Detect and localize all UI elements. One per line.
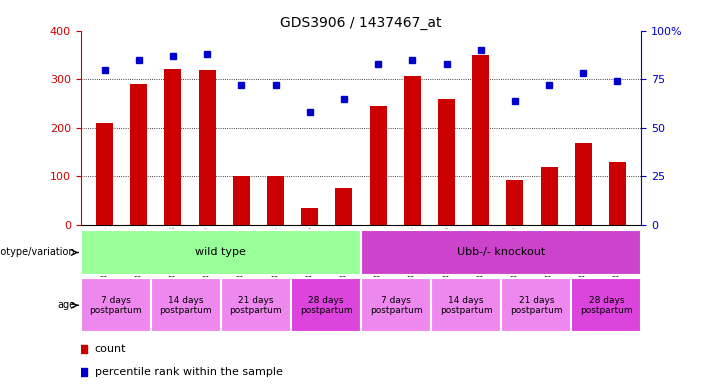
Text: genotype/variation: genotype/variation bbox=[0, 247, 75, 258]
Bar bbox=[575, 143, 592, 225]
Text: 21 days
postpartum: 21 days postpartum bbox=[229, 296, 283, 315]
Bar bbox=[81, 230, 361, 275]
Text: 14 days
postpartum: 14 days postpartum bbox=[159, 296, 212, 315]
Text: 7 days
postpartum: 7 days postpartum bbox=[369, 296, 423, 315]
Text: percentile rank within the sample: percentile rank within the sample bbox=[95, 367, 283, 377]
Text: age: age bbox=[57, 300, 75, 310]
Text: count: count bbox=[95, 344, 126, 354]
Bar bbox=[540, 167, 557, 225]
Bar bbox=[267, 176, 284, 225]
Bar bbox=[335, 188, 353, 225]
Bar bbox=[501, 278, 571, 332]
Text: 28 days
postpartum: 28 days postpartum bbox=[299, 296, 353, 315]
Title: GDS3906 / 1437467_at: GDS3906 / 1437467_at bbox=[280, 16, 442, 30]
Bar bbox=[571, 278, 641, 332]
Bar bbox=[404, 76, 421, 225]
Bar bbox=[291, 278, 361, 332]
Bar bbox=[431, 278, 501, 332]
Bar bbox=[472, 55, 489, 225]
Bar bbox=[165, 68, 182, 225]
Bar bbox=[221, 278, 291, 332]
Text: 7 days
postpartum: 7 days postpartum bbox=[89, 296, 142, 315]
Bar bbox=[438, 99, 455, 225]
Bar bbox=[233, 176, 250, 225]
Text: wild type: wild type bbox=[196, 247, 246, 258]
Bar bbox=[81, 278, 151, 332]
Bar bbox=[361, 278, 431, 332]
Bar bbox=[506, 180, 524, 225]
Text: 28 days
postpartum: 28 days postpartum bbox=[580, 296, 633, 315]
Bar bbox=[96, 123, 113, 225]
Bar bbox=[361, 230, 641, 275]
Bar bbox=[130, 84, 147, 225]
Bar bbox=[151, 278, 221, 332]
Text: Ubb-/- knockout: Ubb-/- knockout bbox=[457, 247, 545, 258]
Bar bbox=[301, 208, 318, 225]
Bar bbox=[198, 71, 216, 225]
Bar bbox=[609, 162, 626, 225]
Bar bbox=[369, 106, 387, 225]
Text: 14 days
postpartum: 14 days postpartum bbox=[440, 296, 493, 315]
Text: 21 days
postpartum: 21 days postpartum bbox=[510, 296, 563, 315]
